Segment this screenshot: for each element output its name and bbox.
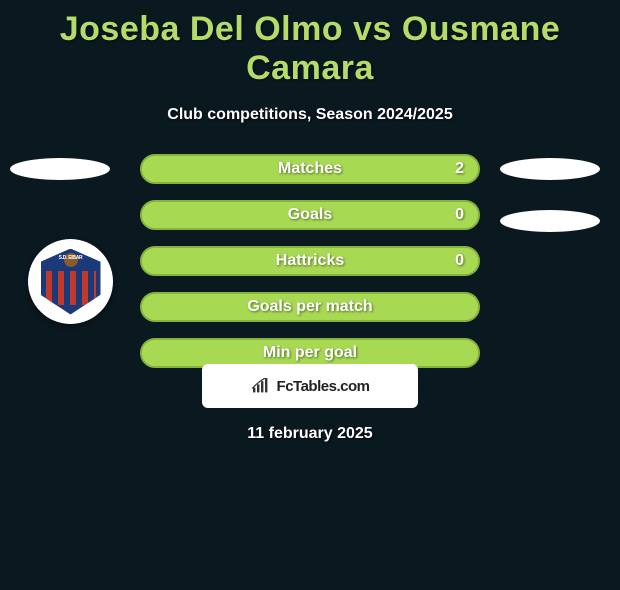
- left-player-marker: [10, 158, 110, 180]
- club-badge-shield: S.D. EIBAR: [41, 249, 101, 315]
- footer-brand-box: FcTables.com: [202, 364, 418, 408]
- date-text: 11 february 2025: [0, 425, 620, 443]
- stat-bar-label: Matches: [278, 160, 342, 178]
- page-title: Joseba Del Olmo vs Ousmane Camara: [0, 10, 620, 88]
- club-badge-stripes: [46, 271, 96, 305]
- right-player-marker: [500, 210, 600, 232]
- footer-brand-text: FcTables.com: [277, 378, 370, 395]
- stat-bar-value-right: 0: [455, 206, 464, 224]
- stat-bar: Goals 0: [140, 200, 480, 230]
- club-badge-text: S.D. EIBAR: [41, 255, 101, 261]
- stat-bar: Goals per match: [140, 292, 480, 322]
- stat-bar-value-right: 2: [455, 160, 464, 178]
- stat-row: Goals per match: [140, 292, 480, 322]
- subtitle: Club competitions, Season 2024/2025: [0, 106, 620, 124]
- bar-chart-icon: [251, 378, 271, 394]
- stat-bar-value-right: 0: [455, 252, 464, 270]
- stat-bars-group: Matches 2 Goals 0 Hattricks 0 Goals per match M…: [140, 154, 480, 384]
- stat-bar: Matches 2: [140, 154, 480, 184]
- stat-row: Goals 0: [140, 200, 480, 230]
- right-player-marker: [500, 158, 600, 180]
- stat-bar-label: Goals: [288, 206, 332, 224]
- club-badge: S.D. EIBAR: [28, 239, 113, 324]
- stat-row: Matches 2: [140, 154, 480, 184]
- stat-bar: Hattricks 0: [140, 246, 480, 276]
- stat-bar-label: Hattricks: [276, 252, 344, 270]
- stat-row: Hattricks 0: [140, 246, 480, 276]
- stat-bar-label: Goals per match: [247, 298, 372, 316]
- stat-bar-label: Min per goal: [263, 344, 357, 362]
